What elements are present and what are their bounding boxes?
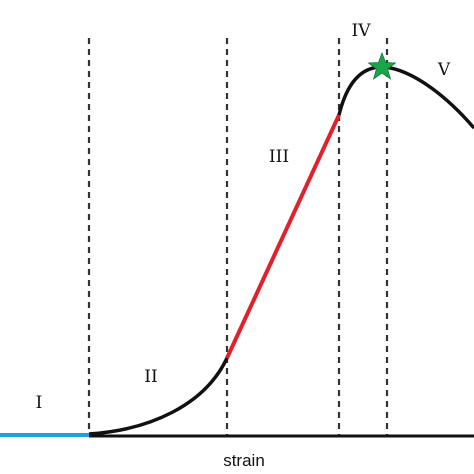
region-label-i: I	[36, 393, 43, 413]
region-iii-linear-segment	[225, 114, 341, 359]
x-axis-label: strain	[223, 451, 265, 470]
region-label-iii: III	[269, 147, 289, 167]
region-label-iv: IV	[352, 21, 372, 41]
region-v-curve	[383, 65, 474, 130]
region-label-v: V	[437, 60, 451, 80]
star-icon	[367, 51, 397, 80]
region-label-ii: II	[144, 367, 157, 387]
region-ii-curve	[88, 357, 229, 436]
